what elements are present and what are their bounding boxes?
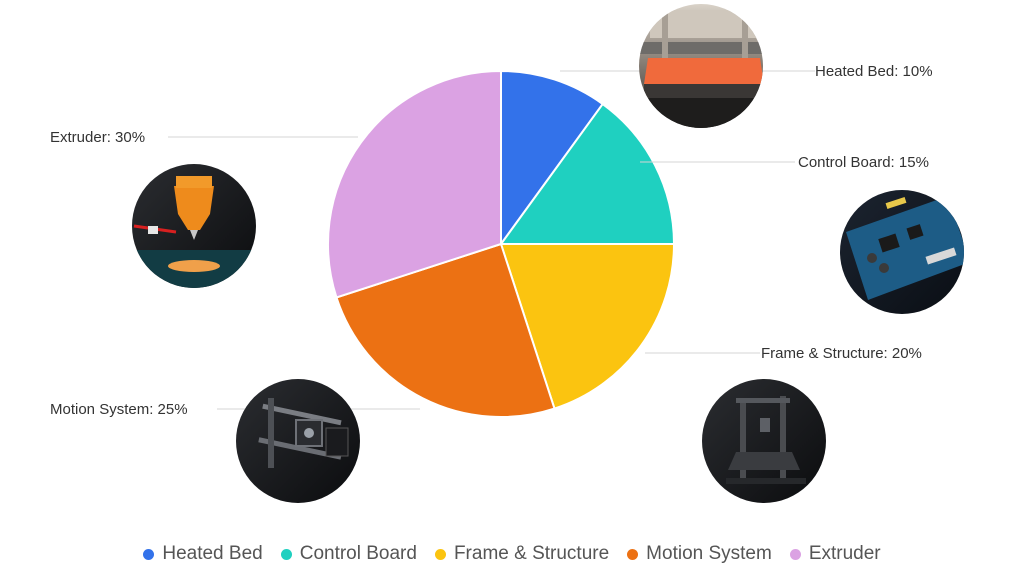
legend-dot-icon [627,548,639,560]
pie-slice-heated-bed[interactable] [500,69,605,248]
frame-structure-photo-icon [702,379,826,503]
legend: Heated Bed Control Board Frame & Structure… [0,543,1024,565]
slice-label-control-board: Control Board: 15% [798,154,929,171]
control-board-photo-icon [840,190,964,314]
legend-dot-icon [143,548,155,560]
legend-dot-icon [280,548,292,560]
pie-slice-motion-system[interactable] [335,242,556,418]
legend-item-motion-system[interactable]: Motion System [627,543,772,565]
legend-item-frame-structure[interactable]: Frame & Structure [434,543,610,565]
motion-system-photo-icon [236,379,360,503]
slice-label-heated-bed: Heated Bed: 10% [815,63,933,80]
legend-label: Control Board [299,543,417,564]
legend-dot-icon [434,548,446,560]
slice-label-extruder: Extruder: 30% [50,129,145,146]
slice-label-motion-system: Motion System: 25% [50,401,188,418]
slice-labels: Heated Bed: 10% Control Board: 15% Frame &… [50,63,933,418]
pie-slice-control-board[interactable] [499,102,676,245]
pie-slice-extruder[interactable] [327,69,502,299]
pie-slice-frame-structure[interactable] [499,243,676,410]
legend-item-heated-bed[interactable]: Heated Bed [143,543,263,565]
legend-label: Frame & Structure [453,543,610,564]
pie-slices [327,69,676,418]
legend-label: Motion System [646,543,772,564]
legend-item-extruder[interactable]: Extruder [789,543,881,565]
extruder-photo-icon [132,164,256,288]
slice-label-frame-structure: Frame & Structure: 20% [761,345,922,362]
heated-bed-photo-icon [639,4,763,128]
legend-item-control-board[interactable]: Control Board [280,543,417,565]
legend-dot-icon [789,548,801,560]
legend-label: Extruder [808,543,881,564]
legend-label: Heated Bed [162,543,263,564]
